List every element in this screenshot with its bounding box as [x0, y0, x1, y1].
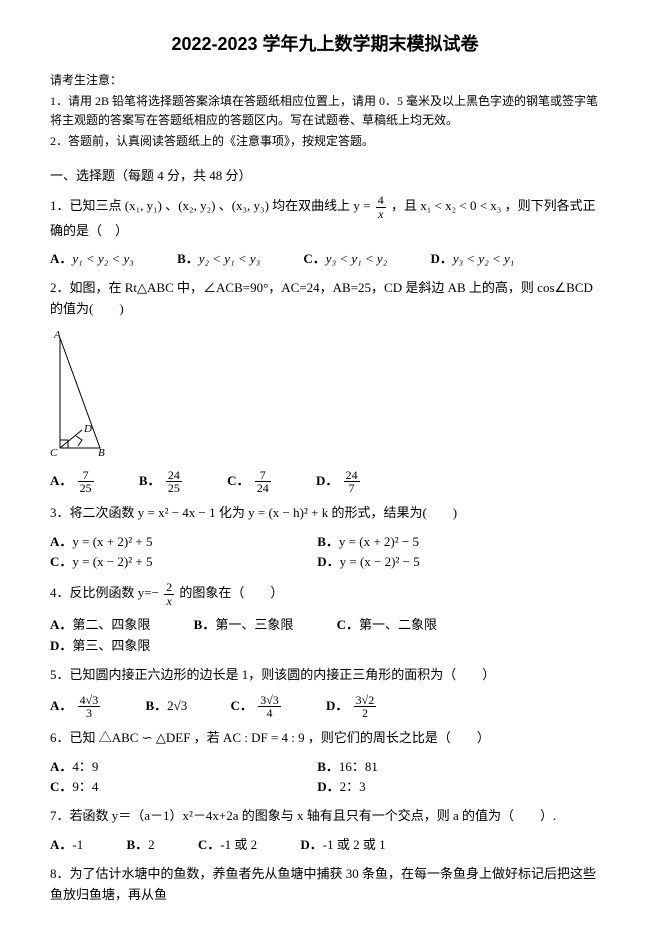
q1-stem-a: 1．已知三点 (x₁, y₁) 、(x₂, y₂) 、(x₃, y₃) 均在双曲…: [50, 198, 374, 213]
q1-opt-c: C．y₃ < y₁ < y₂: [303, 249, 387, 270]
q5-options: A． 4√33 B．2√3 C． 3√34 D． 3√22: [50, 694, 600, 720]
section-1-title: 一、选择题（每题 4 分，共 48 分）: [50, 166, 600, 187]
q3-opt-d: D．y = (x − 2)² − 5: [317, 552, 581, 573]
q5-opt-c: C． 3√34: [231, 694, 283, 720]
q6-opt-d: D．2：3: [317, 777, 581, 798]
q2-opt-d: D． 247: [316, 469, 362, 495]
instructions-header: 请考生注意：: [50, 71, 600, 90]
label-C: C: [50, 447, 58, 458]
q3-options-2: C．y = (x − 2)² + 5 D．y = (x − 2)² − 5: [50, 552, 600, 573]
q5-opt-a: A． 4√33: [50, 694, 102, 720]
q7-opt-b: B．2: [126, 835, 154, 856]
q1-opt-b: B．y₂ < y₁ < y₃: [177, 249, 260, 270]
q6-opt-b: B．16：81: [317, 757, 581, 778]
q2-options: A． 725 B． 2425 C． 724 D． 247: [50, 469, 600, 495]
question-6: 6．已知 △ABC ∽ △DEF ，若 AC : DF = 4 : 9 ，则它们…: [50, 728, 600, 749]
question-7: 7．若函数 y＝（a－1）x²－4x+2a 的图象与 x 轴有且只有一个交点，则…: [50, 806, 600, 827]
q3-opt-c: C．y = (x − 2)² + 5: [50, 552, 314, 573]
q4-opt-d: D．第三、四象限: [50, 636, 150, 657]
label-A: A: [53, 329, 61, 341]
q6-opt-c: C．9：4: [50, 777, 314, 798]
q4-options: A．第二、四象限 B．第一、三象限 C．第一、二象限 D．第三、四象限: [50, 615, 600, 657]
instruction-2: 2．答题前，认真阅读答题纸上的《注意事项》，按规定答题。: [50, 132, 600, 151]
q6-opt-a: A．4：9: [50, 757, 314, 778]
q3-options-1: A．y = (x + 2)² + 5 B．y = (x + 2)² − 5: [50, 532, 600, 553]
q5-opt-b: B．2√3: [145, 696, 187, 717]
exam-title: 2022-2023 学年九上数学期末模拟试卷: [50, 30, 600, 59]
q1-options: A．y₁ < y₂ < y₃ B．y₂ < y₁ < y₃ C．y₃ < y₁ …: [50, 249, 600, 270]
q7-options: A．-1 B．2 C．-1 或 2 D．-1 或 2 或 1: [50, 835, 600, 856]
q4-opt-b: B．第一、三象限: [194, 615, 294, 636]
question-2: 2．如图，在 Rt△ABC 中，∠ACB=90°，AC=24，AB=25，CD …: [50, 278, 600, 320]
instruction-1: 1．请用 2B 铅笔将选择题答案涂填在答题纸相应位置上，请用 0．5 毫米及以上…: [50, 92, 600, 130]
q3-opt-b: B．y = (x + 2)² − 5: [317, 532, 581, 553]
label-B: B: [98, 447, 105, 458]
label-D: D: [83, 423, 92, 435]
instructions-block: 请考生注意： 1．请用 2B 铅笔将选择题答案涂填在答题纸相应位置上，请用 0．…: [50, 71, 600, 152]
q4-opt-a: A．第二、四象限: [50, 615, 150, 636]
q4-opt-c: C．第一、二象限: [337, 615, 437, 636]
q7-opt-d: D．-1 或 2 或 1: [300, 835, 385, 856]
q2-opt-b: B． 2425: [139, 469, 184, 495]
question-5: 5．已知圆内接正六边形的边长是 1，则该圆的内接正三角形的面积为（ ）: [50, 665, 600, 686]
question-4: 4．反比例函数 y=− 2 x 的图象在（ ）: [50, 581, 600, 607]
q4-stem-b: 的图象在（ ）: [179, 585, 283, 600]
q4-frac-num: 2: [164, 581, 174, 595]
q1-frac-den: x: [376, 208, 386, 221]
question-1: 1．已知三点 (x₁, y₁) 、(x₂, y₂) 、(x₃, y₃) 均在双曲…: [50, 194, 600, 241]
q1-frac: 4 x: [374, 194, 388, 220]
q4-stem-a: 4．反比例函数 y=−: [50, 585, 159, 600]
q6-options-2: C．9：4 D．2：3: [50, 777, 600, 798]
q2-opt-c: C． 724: [227, 469, 273, 495]
q7-opt-c: C．-1 或 2: [198, 835, 257, 856]
q2-opt-a: A． 725: [50, 469, 96, 495]
q1-opt-d: D．y₃ < y₂ < y₁: [430, 249, 514, 270]
question-8: 8．为了估计水塘中的鱼数，养鱼者先从鱼塘中捕获 30 条鱼，在每一条鱼身上做好标…: [50, 864, 600, 906]
q1-opt-a: A．y₁ < y₂ < y₃: [50, 249, 134, 270]
question-3: 3．将二次函数 y = x² − 4x − 1 化为 y = (x − h)² …: [50, 503, 600, 524]
q1-frac-num: 4: [376, 194, 386, 208]
q7-opt-a: A．-1: [50, 835, 83, 856]
q5-opt-d: D． 3√22: [326, 694, 378, 720]
q2-figure: A C B D: [50, 328, 600, 465]
q6-options-1: A．4：9 B．16：81: [50, 757, 600, 778]
q3-opt-a: A．y = (x + 2)² + 5: [50, 532, 314, 553]
q4-frac: 2 x: [162, 581, 176, 607]
q4-frac-den: x: [164, 595, 174, 608]
